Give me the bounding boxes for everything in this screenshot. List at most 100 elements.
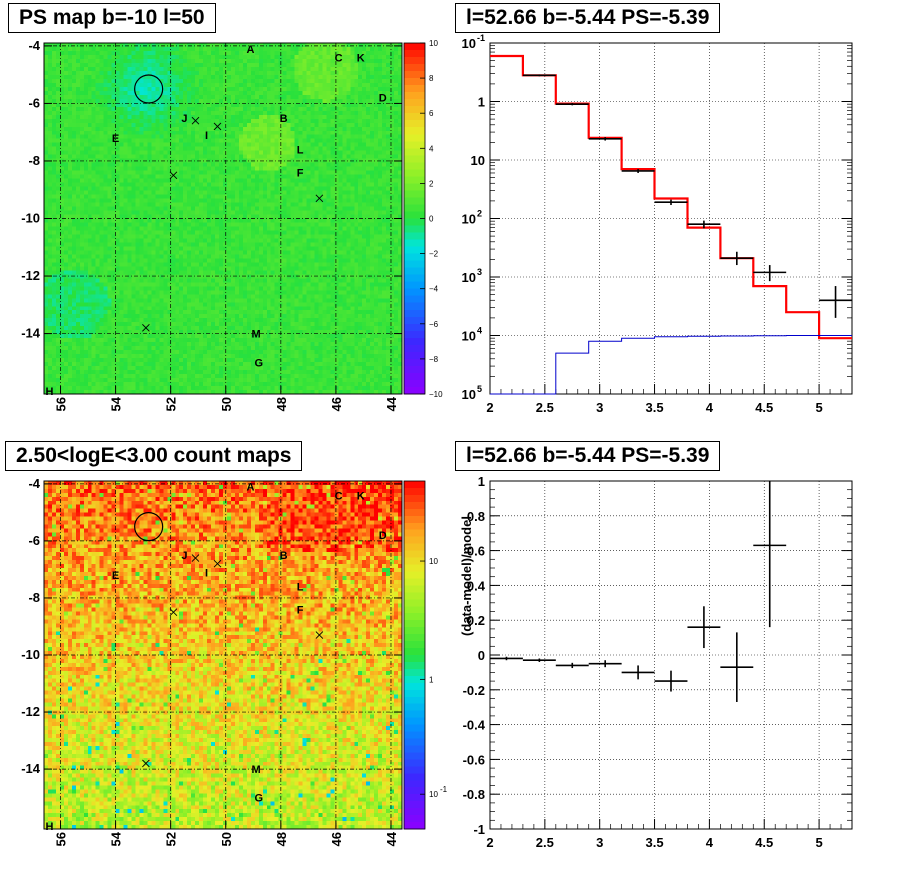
- heatmap-cell: [103, 210, 109, 215]
- heatmap-cell: [362, 246, 367, 251]
- heatmap-cell: [270, 126, 276, 132]
- heatmap-cell: [171, 214, 176, 219]
- heatmap-cell: [226, 158, 232, 164]
- heatmap-cell: [83, 134, 89, 140]
- heatmap-cell: [270, 246, 276, 251]
- heatmap-cell: [167, 146, 172, 152]
- heatmap-cell: [258, 182, 264, 187]
- heatmap-cell: [234, 166, 240, 172]
- heatmap-cell: [83, 110, 89, 116]
- heatmap-cell: [262, 202, 268, 207]
- heatmap-cell: [163, 58, 168, 64]
- heatmap-cell: [163, 186, 168, 191]
- heatmap-cell: [254, 122, 260, 128]
- heatmap-cell: [107, 90, 113, 96]
- heatmap-cell: [274, 50, 280, 56]
- heatmap-cell: [59, 174, 65, 180]
- heatmap-cell: [382, 222, 387, 227]
- heatmap-cell: [298, 210, 303, 215]
- heatmap-cell: [338, 146, 343, 152]
- heatmap-cell: [163, 78, 168, 84]
- heatmap-cell: [326, 146, 331, 152]
- heatmap-cell: [55, 194, 61, 199]
- heatmap-cell: [262, 130, 268, 136]
- heatmap-cell: [398, 70, 403, 76]
- heatmap-cell: [203, 158, 208, 164]
- heatmap-cell: [44, 214, 49, 219]
- heatmap-cell: [362, 194, 367, 199]
- heatmap-cell: [350, 86, 355, 92]
- heatmap-cell: [274, 78, 280, 84]
- heatmap-cell: [91, 102, 97, 108]
- heatmap-cell: [270, 94, 276, 100]
- heatmap-cell: [183, 66, 188, 72]
- heatmap-cell: [238, 118, 244, 124]
- heatmap-cell: [266, 146, 272, 152]
- heatmap-cell: [306, 98, 311, 104]
- heatmap-cell: [302, 74, 307, 80]
- heatmap-cell: [226, 198, 232, 203]
- heatmap-cell: [238, 198, 244, 203]
- heatmap-cell: [342, 126, 347, 132]
- heatmap-cell: [266, 258, 272, 263]
- heatmap-cell: [211, 50, 216, 56]
- heatmap-cell: [230, 154, 236, 160]
- heatmap-cell: [175, 234, 180, 239]
- heatmap-cell: [75, 174, 81, 180]
- heatmap-cell: [246, 126, 252, 132]
- heatmap-cell: [366, 186, 371, 191]
- heatmap-cell: [67, 210, 73, 215]
- heatmap-cell: [334, 242, 339, 247]
- heatmap-cell: [382, 58, 387, 64]
- heatmap-cell: [163, 170, 168, 176]
- heatmap-cell: [143, 118, 148, 124]
- heatmap-cell: [163, 166, 168, 172]
- heatmap-cell: [67, 86, 73, 92]
- heatmap-cell: [374, 210, 379, 215]
- heatmap-cell: [67, 62, 73, 68]
- heatmap-cell: [127, 250, 132, 255]
- heatmap-cell: [282, 114, 288, 120]
- heatmap-cell: [47, 138, 53, 144]
- heatmap-cell: [63, 238, 69, 243]
- heatmap-cell: [262, 230, 268, 235]
- heatmap-cell: [175, 110, 180, 116]
- heatmap-cell: [187, 134, 192, 140]
- heatmap-cell: [75, 86, 81, 92]
- heatmap-cell: [131, 66, 136, 72]
- heatmap-cell: [294, 194, 299, 199]
- heatmap-cell: [242, 78, 248, 84]
- heatmap-cell: [294, 106, 299, 112]
- heatmap-cell: [370, 82, 375, 88]
- heatmap-cell: [366, 230, 371, 235]
- heatmap-cell: [270, 150, 276, 156]
- heatmap-cell: [318, 246, 323, 251]
- heatmap-cell: [254, 206, 260, 211]
- heatmap-cell: [394, 62, 399, 68]
- heatmap-cell: [382, 78, 387, 84]
- heatmap-cell: [127, 174, 132, 180]
- heatmap-cell: [223, 238, 228, 243]
- heatmap-cell: [230, 142, 236, 148]
- heatmap-cell: [358, 62, 363, 68]
- heatmap-cell: [191, 86, 196, 92]
- heatmap-cell: [63, 198, 69, 203]
- heatmap-cell: [306, 118, 311, 124]
- heatmap-cell: [207, 106, 212, 112]
- heatmap-cell: [354, 214, 359, 219]
- heatmap-cell: [183, 58, 188, 64]
- heatmap-cell: [203, 90, 208, 96]
- heatmap-cell: [63, 258, 69, 263]
- heatmap-cell: [91, 43, 97, 48]
- heatmap-cell: [226, 46, 232, 52]
- heatmap-cell: [79, 262, 85, 267]
- heatmap-cell: [254, 86, 260, 92]
- heatmap-cell: [246, 134, 252, 140]
- heatmap-cell: [322, 182, 327, 187]
- heatmap-cell: [306, 114, 311, 120]
- heatmap-cell: [394, 154, 399, 160]
- heatmap-cell: [47, 50, 53, 56]
- heatmap-cell: [207, 258, 212, 263]
- heatmap-cell: [242, 246, 248, 251]
- heatmap-cell: [266, 218, 272, 223]
